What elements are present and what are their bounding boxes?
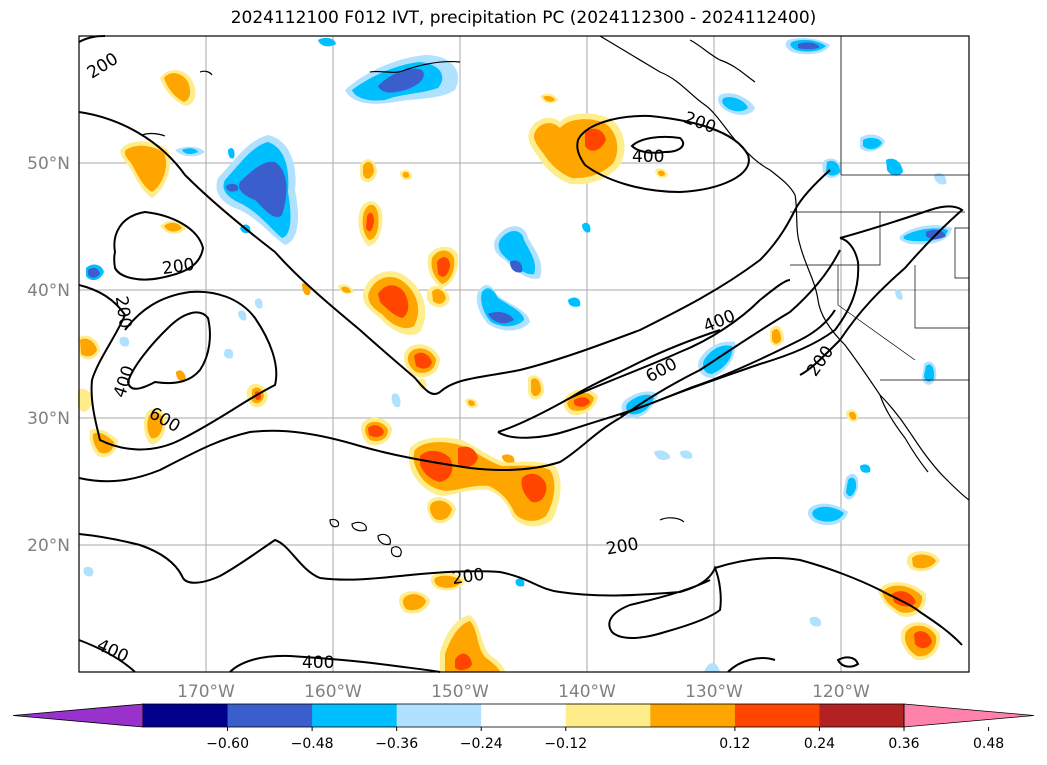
colorbar-tick-label: 0.24 bbox=[804, 736, 835, 752]
colorbar-segment bbox=[565, 704, 651, 727]
lat-label: 50°N bbox=[27, 154, 70, 174]
coastlines bbox=[141, 35, 970, 558]
colorbar-segment bbox=[143, 704, 229, 727]
colorbar-tick-label: −0.48 bbox=[291, 736, 334, 752]
colorbar: −0.60 −0.48 −0.36 −0.24 −0.12 0.12 0.24 0.36 0.4… bbox=[12, 703, 1035, 752]
contour-label: 400 bbox=[302, 653, 334, 673]
colorbar-segment bbox=[650, 704, 736, 727]
ivt-contours bbox=[78, 35, 964, 673]
lon-label: 160°W bbox=[304, 682, 362, 702]
colorbar-segment bbox=[312, 704, 398, 727]
colorbar-tick-label: −0.60 bbox=[206, 736, 249, 752]
contour-label: 200 bbox=[111, 295, 135, 330]
lon-label: 140°W bbox=[558, 682, 616, 702]
colorbar-segment bbox=[819, 704, 905, 727]
contour-label: 200 bbox=[451, 565, 486, 589]
lon-label: 130°W bbox=[685, 682, 743, 702]
contour-label: 400 bbox=[632, 147, 664, 167]
map-frame bbox=[78, 35, 970, 673]
lat-label: 30°N bbox=[27, 409, 70, 429]
colorbar-frame bbox=[142, 703, 905, 728]
lat-label: 40°N bbox=[27, 281, 70, 301]
colorbar-tick-label: 0.12 bbox=[719, 736, 750, 752]
colorbar-segment bbox=[396, 704, 482, 727]
colorbar-tick-label: 0.36 bbox=[888, 736, 919, 752]
colorbar-extend-low bbox=[12, 703, 144, 728]
positive-precip-shading bbox=[78, 69, 941, 672]
colorbar-tick-label: −0.24 bbox=[460, 736, 503, 752]
lon-label: 150°W bbox=[431, 682, 489, 702]
latitude-labels: 50°N 40°N 30°N 20°N bbox=[27, 154, 70, 556]
colorbar-tick-label: −0.36 bbox=[375, 736, 418, 752]
longitude-labels: 170°W 160°W 150°W 140°W 130°W 120°W bbox=[177, 682, 870, 702]
colorbar-extend-high bbox=[903, 703, 1035, 728]
lon-label: 170°W bbox=[177, 682, 235, 702]
colorbar-segment bbox=[734, 704, 820, 727]
map-title: 2024112100 F012 IVT, precipitation PC (2… bbox=[230, 8, 817, 28]
political-borders bbox=[790, 36, 970, 381]
colorbar-segment bbox=[227, 704, 313, 727]
colorbar-tick-label: −0.12 bbox=[544, 736, 587, 752]
colorbar-tick-label: 0.48 bbox=[973, 736, 1004, 752]
negative-precip-shading bbox=[83, 37, 952, 672]
lat-label: 20°N bbox=[27, 536, 70, 556]
contour-label: 200 bbox=[161, 255, 196, 279]
colorbar-segment bbox=[481, 704, 567, 727]
lon-label: 120°W bbox=[812, 682, 870, 702]
